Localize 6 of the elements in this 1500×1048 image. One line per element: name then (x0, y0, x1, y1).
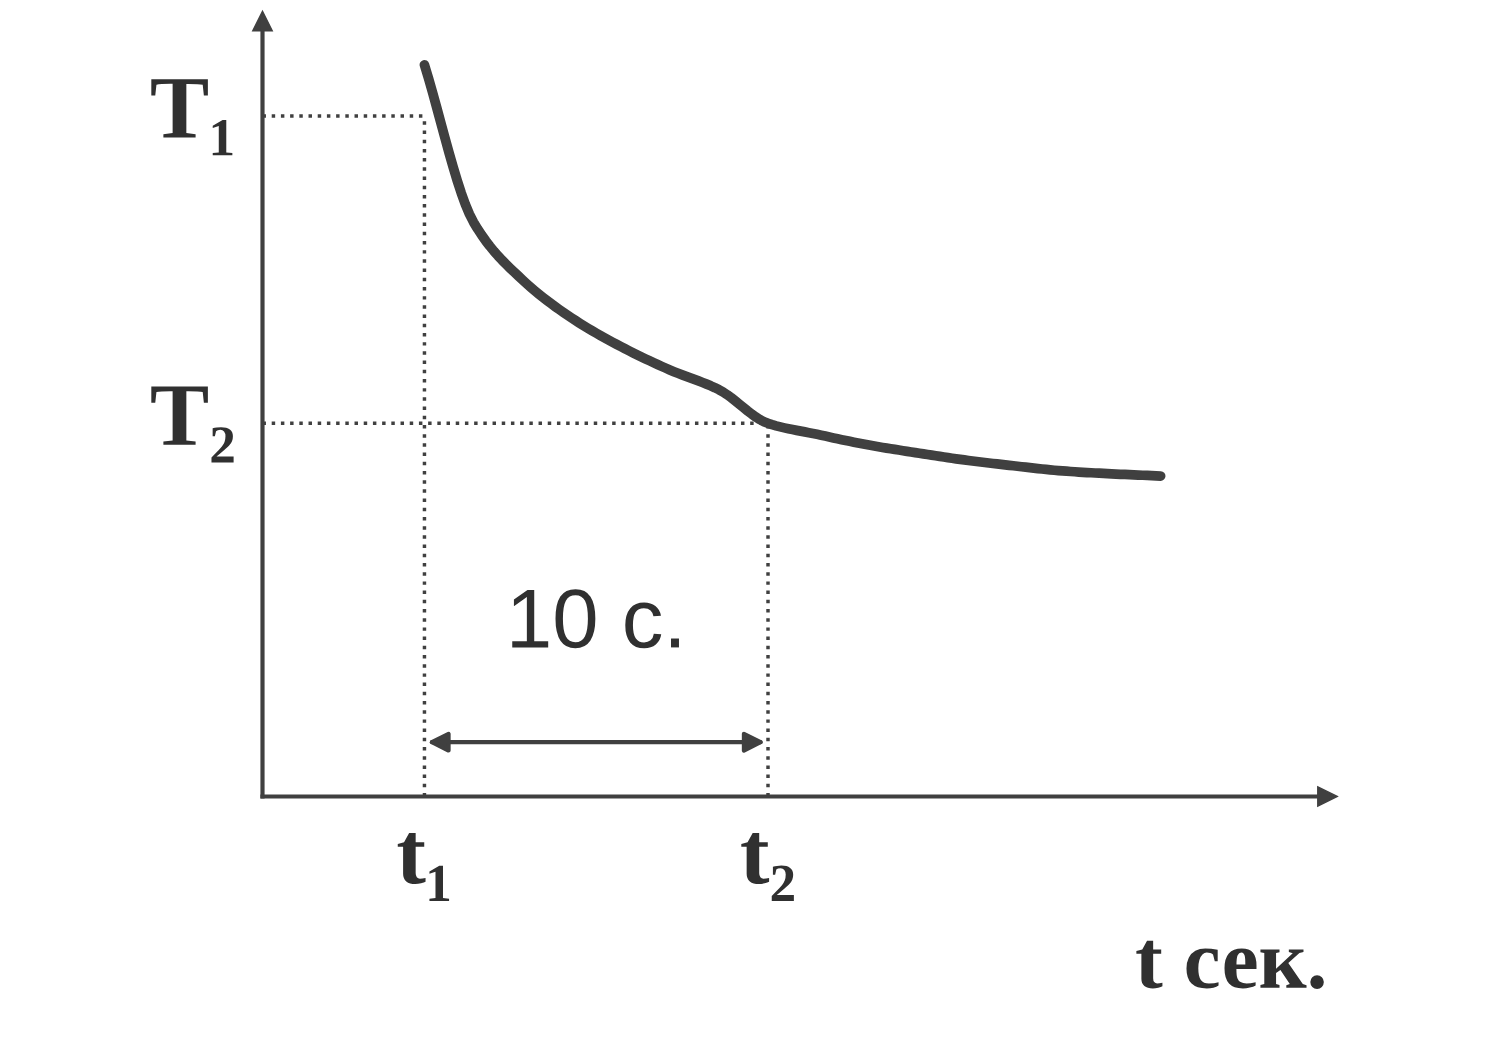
x-tick-label: t₂ (741, 833, 794, 901)
annotation: 10 с. (512, 589, 679, 649)
ref-line-label: T₁ (151, 79, 233, 156)
x-tick-label: t₁ (397, 833, 450, 901)
ref-line-label: T₂ (151, 386, 234, 463)
x-axis-title: t сек. (1136, 940, 1324, 989)
